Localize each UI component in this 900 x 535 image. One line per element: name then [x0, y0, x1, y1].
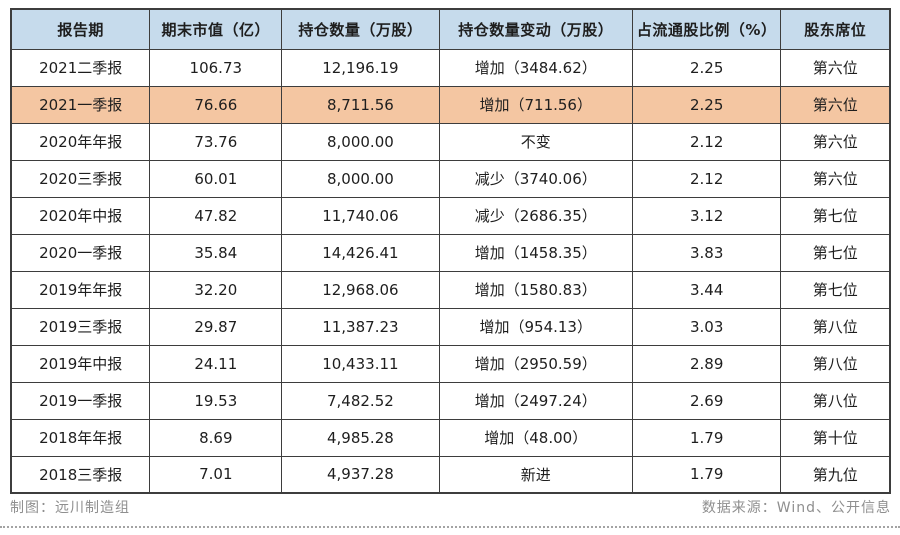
cell-rank: 第八位 — [780, 344, 891, 383]
cell-change: 增加（1580.83） — [438, 270, 633, 309]
cell-rank: 第八位 — [780, 381, 891, 420]
table-row: 2019年中报 24.11 10,433.11 增加（2950.59） 2.89 第八位 — [10, 344, 891, 383]
cell-shares: 7,482.52 — [281, 381, 440, 420]
cell-ratio: 1.79 — [631, 455, 782, 494]
cell-market-value: 32.20 — [149, 270, 283, 309]
cell-shares: 8,000.00 — [281, 122, 440, 161]
column-header-shares: 持仓数量（万股） — [281, 8, 440, 50]
cell-rank: 第六位 — [780, 85, 891, 124]
cell-rank: 第六位 — [780, 159, 891, 198]
cell-change: 减少（3740.06） — [438, 159, 633, 198]
cell-ratio: 2.25 — [631, 48, 782, 87]
cell-ratio: 2.25 — [631, 85, 782, 124]
cell-change: 增加（2950.59） — [438, 344, 633, 383]
table-header: 报告期 期末市值（亿） 持仓数量（万股） 持仓数量变动（万股） 占流通股比例（%… — [10, 8, 891, 50]
cell-ratio: 3.44 — [631, 270, 782, 309]
table-row: 2019三季报 29.87 11,387.23 增加（954.13） 3.03 第八位 — [10, 307, 891, 346]
cell-ratio: 2.69 — [631, 381, 782, 420]
column-header-market-value: 期末市值（亿） — [149, 8, 283, 50]
cell-period: 2019年年报 — [10, 270, 151, 309]
cell-ratio: 2.12 — [631, 159, 782, 198]
cell-shares: 10,433.11 — [281, 344, 440, 383]
table-row: 2020三季报 60.01 8,000.00 减少（3740.06） 2.12 第六位 — [10, 159, 891, 198]
cell-market-value: 73.76 — [149, 122, 283, 161]
cell-ratio: 2.12 — [631, 122, 782, 161]
cell-market-value: 24.11 — [149, 344, 283, 383]
cell-shares: 12,968.06 — [281, 270, 440, 309]
cell-change: 增加（2497.24） — [438, 381, 633, 420]
cell-period: 2020年年报 — [10, 122, 151, 161]
cell-market-value: 35.84 — [149, 233, 283, 272]
cell-change: 增加（48.00） — [438, 418, 633, 457]
cell-change: 增加（954.13） — [438, 307, 633, 346]
cell-period: 2021二季报 — [10, 48, 151, 87]
cell-rank: 第九位 — [780, 455, 891, 494]
footer: 制图：远川制造组 数据来源：Wind、公开信息 — [10, 497, 891, 517]
cell-shares: 14,426.41 — [281, 233, 440, 272]
cell-shares: 4,937.28 — [281, 455, 440, 494]
column-header-change: 持仓数量变动（万股） — [438, 8, 633, 50]
cell-rank: 第八位 — [780, 307, 891, 346]
cell-rank: 第七位 — [780, 196, 891, 235]
cell-rank: 第七位 — [780, 270, 891, 309]
cell-shares: 4,985.28 — [281, 418, 440, 457]
cell-change: 不变 — [438, 122, 633, 161]
holdings-table: 报告期 期末市值（亿） 持仓数量（万股） 持仓数量变动（万股） 占流通股比例（%… — [10, 8, 891, 494]
table-row: 2020年年报 73.76 8,000.00 不变 2.12 第六位 — [10, 122, 891, 161]
cell-period: 2021一季报 — [10, 85, 151, 124]
table-row: 2018年年报 8.69 4,985.28 增加（48.00） 1.79 第十位 — [10, 418, 891, 457]
cell-ratio: 3.03 — [631, 307, 782, 346]
cell-shares: 8,711.56 — [281, 85, 440, 124]
cell-change: 增加（711.56） — [438, 85, 633, 124]
cell-shares: 8,000.00 — [281, 159, 440, 198]
cell-rank: 第六位 — [780, 48, 891, 87]
cell-market-value: 60.01 — [149, 159, 283, 198]
cell-change: 减少（2686.35） — [438, 196, 633, 235]
cell-shares: 11,740.06 — [281, 196, 440, 235]
cell-period: 2019三季报 — [10, 307, 151, 346]
data-source: 数据来源：Wind、公开信息 — [701, 500, 891, 516]
cell-period: 2018三季报 — [10, 455, 151, 494]
cell-period: 2020年中报 — [10, 196, 151, 235]
table-row: 2019一季报 19.53 7,482.52 增加（2497.24） 2.69 第八位 — [10, 381, 891, 420]
cell-ratio: 2.89 — [631, 344, 782, 383]
table-row: 2018三季报 7.01 4,937.28 新进 1.79 第九位 — [10, 455, 891, 494]
cell-market-value: 106.73 — [149, 48, 283, 87]
cell-rank: 第七位 — [780, 233, 891, 272]
cell-period: 2020三季报 — [10, 159, 151, 198]
table-row: 2019年年报 32.20 12,968.06 增加（1580.83） 3.44 第七位 — [10, 270, 891, 309]
cell-ratio: 1.79 — [631, 418, 782, 457]
table-row: 2021二季报 106.73 12,196.19 增加（3484.62） 2.25 第六位 — [10, 48, 891, 87]
cell-period: 2019年中报 — [10, 344, 151, 383]
dotted-divider — [0, 526, 900, 528]
cell-period: 2019一季报 — [10, 381, 151, 420]
chart-credit: 制图：远川制造组 — [10, 500, 130, 516]
cell-shares: 11,387.23 — [281, 307, 440, 346]
cell-rank: 第六位 — [780, 122, 891, 161]
cell-market-value: 47.82 — [149, 196, 283, 235]
column-header-rank: 股东席位 — [780, 8, 891, 50]
table-row: 2020一季报 35.84 14,426.41 增加（1458.35） 3.83 第七位 — [10, 233, 891, 272]
cell-market-value: 7.01 — [149, 455, 283, 494]
cell-market-value: 8.69 — [149, 418, 283, 457]
cell-period: 2018年年报 — [10, 418, 151, 457]
cell-change: 新进 — [438, 455, 633, 494]
cell-rank: 第十位 — [780, 418, 891, 457]
header-row: 报告期 期末市值（亿） 持仓数量（万股） 持仓数量变动（万股） 占流通股比例（%… — [10, 8, 891, 50]
cell-change: 增加（3484.62） — [438, 48, 633, 87]
cell-market-value: 29.87 — [149, 307, 283, 346]
cell-market-value: 19.53 — [149, 381, 283, 420]
table-row: 2020年中报 47.82 11,740.06 减少（2686.35） 3.12 第七位 — [10, 196, 891, 235]
cell-market-value: 76.66 — [149, 85, 283, 124]
cell-shares: 12,196.19 — [281, 48, 440, 87]
cell-period: 2020一季报 — [10, 233, 151, 272]
column-header-ratio: 占流通股比例（%） — [631, 8, 782, 50]
cell-ratio: 3.12 — [631, 196, 782, 235]
table-row: 2021一季报 76.66 8,711.56 增加（711.56） 2.25 第六位 — [10, 85, 891, 124]
column-header-period: 报告期 — [10, 8, 151, 50]
table-body: 2021二季报 106.73 12,196.19 增加（3484.62） 2.25 第六位… — [10, 48, 891, 494]
cell-ratio: 3.83 — [631, 233, 782, 272]
cell-change: 增加（1458.35） — [438, 233, 633, 272]
